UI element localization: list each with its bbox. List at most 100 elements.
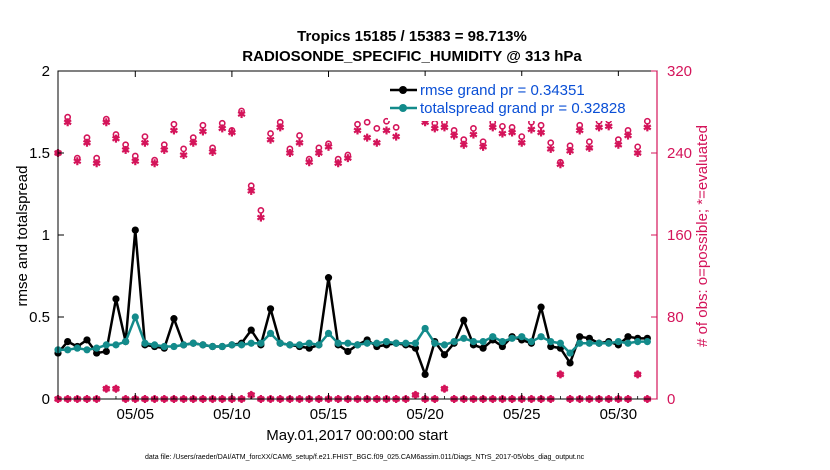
chart-subtitle: RADIOSONDE_SPECIFIC_HUMIDITY @ 313 hPa <box>242 48 582 65</box>
totalspread-point <box>170 342 178 351</box>
totalspread-point <box>643 338 651 346</box>
rmse-point <box>64 338 72 346</box>
obs-evaluated-marker <box>82 138 91 147</box>
obs-evaluated-zero-marker <box>440 384 449 393</box>
obs-evaluated-marker <box>488 123 497 132</box>
obs-evaluated-marker <box>479 142 488 151</box>
legend-spread-label: totalspread grand pr = 0.32828 <box>420 100 626 117</box>
rmse-point <box>83 336 91 344</box>
rmse-point <box>170 315 178 323</box>
x-tick-label: 05/15 <box>310 406 348 423</box>
legend-spread-marker <box>399 104 407 112</box>
y-right-tick-label: 240 <box>667 145 692 162</box>
rmse-point <box>460 316 468 324</box>
totalspread-point <box>624 339 632 347</box>
obs-evaluated-marker <box>343 154 352 163</box>
obs-evaluated-marker <box>498 129 507 138</box>
obs-evaluated-marker <box>372 138 381 147</box>
obs-evaluated-marker <box>517 138 526 147</box>
totalspread-point <box>469 338 478 346</box>
totalspread-point <box>382 338 391 346</box>
totalspread-point <box>305 339 313 347</box>
obs-possible-marker <box>499 122 506 130</box>
y-tick-label: 0 <box>42 391 50 408</box>
rmse-point <box>566 359 574 367</box>
totalspread-point <box>93 344 101 352</box>
rmse-point <box>498 342 507 351</box>
x-tick-label: 05/20 <box>406 406 444 423</box>
totalspread-point <box>295 341 304 349</box>
totalspread-point <box>440 341 449 349</box>
x-tick-label: 05/25 <box>503 406 541 423</box>
rmse-point <box>112 295 120 303</box>
obs-evaluated-marker <box>102 118 111 127</box>
totalspread-point <box>508 334 516 342</box>
totalspread-point <box>334 339 342 347</box>
rmse-point <box>344 347 352 356</box>
y-right-tick-label: 320 <box>667 63 692 80</box>
obs-evaluated-marker <box>430 124 439 133</box>
y-tick-label: 2 <box>42 63 50 80</box>
totalspread-point <box>64 346 72 354</box>
obs-evaluated-marker <box>324 142 333 151</box>
obs-evaluated-marker <box>140 138 149 147</box>
obs-evaluated-zero-marker <box>556 370 565 379</box>
obs-possible-marker <box>392 123 400 131</box>
totalspread-point <box>498 338 507 346</box>
obs-evaluated-marker <box>450 131 459 140</box>
legend-rmse-marker <box>399 86 407 94</box>
obs-evaluated-marker <box>633 149 642 157</box>
y-right-tick-label: 0 <box>667 391 675 408</box>
obs-evaluated-marker <box>537 128 546 137</box>
totalspread-point <box>218 342 226 351</box>
totalspread-point <box>315 341 323 349</box>
totalspread-point <box>460 334 468 342</box>
totalspread-point <box>634 338 642 346</box>
totalspread-point <box>585 339 593 347</box>
footnote: data file: /Users/raeder/DAI/ATM_forcXX/… <box>145 454 585 461</box>
totalspread-point <box>160 342 168 351</box>
totalspread-point <box>614 338 622 346</box>
obs-evaluated-marker <box>614 140 623 149</box>
totalspread-point <box>141 339 149 347</box>
totalspread-point <box>102 341 110 349</box>
obs-evaluated-marker <box>440 123 449 132</box>
totalspread-point <box>73 344 81 352</box>
obs-possible-marker <box>373 124 381 132</box>
obs-evaluated-marker <box>111 134 120 143</box>
obs-evaluated-marker <box>131 157 140 166</box>
y-right-tick-label: 80 <box>667 309 684 326</box>
totalspread-point <box>421 324 429 333</box>
totalspread-point <box>353 341 362 349</box>
obs-evaluated-zero-marker <box>411 390 420 399</box>
obs-evaluated-zero-marker <box>102 384 111 393</box>
totalspread-point <box>537 333 545 341</box>
rmse-point <box>102 347 110 356</box>
totalspread-point <box>605 339 613 347</box>
x-axis-label: May.01,2017 00:00:00 start <box>266 427 448 444</box>
obs-evaluated-marker <box>643 123 652 132</box>
obs-evaluated-marker <box>353 126 362 135</box>
rmse-point <box>537 303 545 311</box>
x-tick-label: 05/05 <box>117 406 155 423</box>
obs-evaluated-marker <box>121 145 130 154</box>
totalspread-point <box>547 338 555 346</box>
rmse-point <box>411 344 420 352</box>
x-tick-label: 05/10 <box>213 406 251 423</box>
rmse-point <box>266 305 275 313</box>
rmse-point <box>479 344 487 352</box>
totalspread-point <box>431 339 439 347</box>
obs-evaluated-marker <box>208 147 217 156</box>
obs-evaluated-marker <box>256 213 265 222</box>
obs-evaluated-marker <box>276 123 285 132</box>
y-axis-right-label: # of obs: o=possible; *=evaluated <box>694 125 711 347</box>
rmse-point <box>624 333 632 341</box>
legend: rmse grand pr = 0.34351 totalspread gran… <box>388 76 638 121</box>
obs-evaluated-marker <box>363 133 372 142</box>
obs-evaluated-marker <box>459 140 468 149</box>
totalspread-point <box>83 346 91 354</box>
y-right-tick-label: 160 <box>667 227 692 244</box>
obs-evaluated-zero-marker <box>111 384 120 393</box>
obs-evaluated-marker <box>198 127 207 136</box>
